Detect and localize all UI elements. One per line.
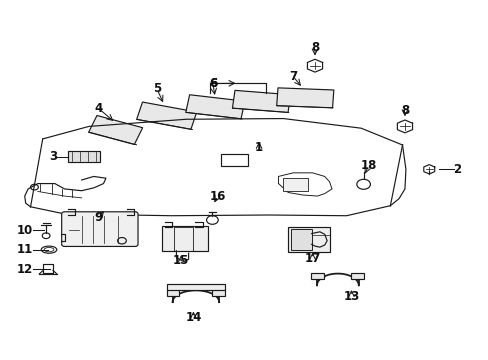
Text: 2: 2: [453, 163, 461, 176]
Text: 11: 11: [17, 243, 33, 256]
Bar: [283, 178, 307, 192]
Bar: [68, 152, 100, 162]
Bar: [310, 273, 323, 279]
Text: 4: 4: [94, 102, 102, 115]
Bar: [88, 116, 142, 144]
Bar: [162, 226, 207, 251]
Bar: [351, 273, 364, 279]
Text: 12: 12: [17, 263, 33, 276]
Bar: [212, 289, 224, 296]
Bar: [185, 95, 244, 119]
Text: 15: 15: [173, 254, 189, 267]
Text: 9: 9: [94, 211, 102, 224]
Text: 7: 7: [288, 70, 297, 83]
Text: 6: 6: [208, 77, 217, 90]
Text: 8: 8: [310, 41, 319, 54]
FancyBboxPatch shape: [61, 212, 138, 247]
Text: 13: 13: [343, 289, 359, 303]
Text: 16: 16: [209, 190, 225, 203]
Bar: [221, 154, 247, 166]
Text: 8: 8: [400, 104, 408, 117]
Text: 17: 17: [304, 252, 320, 265]
Bar: [136, 102, 196, 129]
Text: 18: 18: [360, 159, 376, 172]
Bar: [276, 88, 333, 108]
Text: 3: 3: [49, 150, 57, 163]
Text: 5: 5: [153, 82, 161, 95]
Bar: [290, 229, 311, 250]
Bar: [287, 227, 329, 252]
Text: 14: 14: [185, 311, 201, 324]
Text: 1: 1: [255, 141, 263, 154]
Bar: [166, 289, 179, 296]
Bar: [166, 284, 224, 290]
Text: 10: 10: [17, 224, 33, 237]
Bar: [232, 90, 290, 112]
Text: 6: 6: [208, 77, 217, 90]
